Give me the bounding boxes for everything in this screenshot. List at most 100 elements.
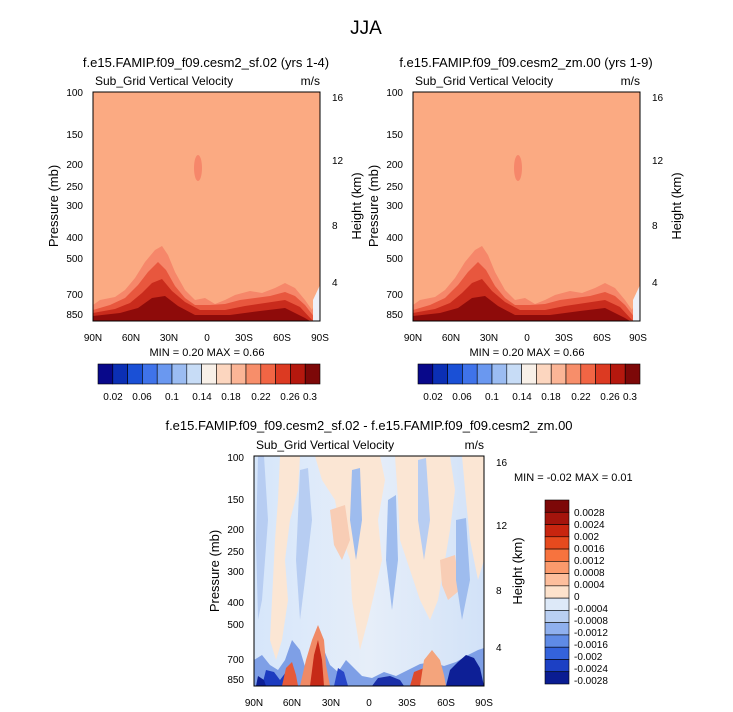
- p1-ytick-300: 300: [66, 201, 83, 212]
- p1-xtick-90s: 90S: [311, 333, 329, 344]
- panel-3-colorbar-labels: 0.0028 0.0024 0.002 0.0016 0.0012 0.0008…: [574, 508, 608, 687]
- p3-cb-label-7: 0: [574, 592, 580, 603]
- p3-cb-label-11: -0.0016: [574, 640, 608, 651]
- colorbar-swatch: [595, 363, 611, 385]
- p2-xtick-30n: 30N: [480, 333, 498, 344]
- p2-ytick-150: 150: [386, 130, 403, 141]
- p3-cb-label-12: -0.002: [574, 652, 603, 663]
- p2-ytick-700: 700: [386, 290, 403, 301]
- panel-2-units: m/s: [621, 74, 640, 88]
- colorbar-swatch: [476, 363, 493, 385]
- p1-xtick-60n: 60N: [122, 333, 140, 344]
- p2-y2tick-12: 12: [652, 156, 664, 167]
- colorbar-swatch: [447, 363, 463, 385]
- panel-2-title: f.e15.FAMIP.f09_f09.cesm2_zm.00 (yrs 1-9…: [399, 55, 652, 70]
- panel-3-field: [254, 456, 484, 686]
- p3-cb-label-1: 0.0024: [574, 520, 605, 531]
- p1-cb-label-7: 0.3: [303, 392, 317, 403]
- colorbar-swatch: [544, 634, 570, 648]
- panel-3-ylabel: Pressure (mb): [207, 530, 222, 612]
- colorbar-swatch: [544, 646, 570, 660]
- p2-cb-label-4: 0.18: [541, 392, 561, 403]
- colorbar-swatch: [565, 363, 582, 385]
- colorbar-swatch: [417, 363, 434, 385]
- panel-1-ylabel-right: Height (km): [349, 172, 364, 239]
- p3-ytick-100: 100: [227, 453, 244, 464]
- panel-2-colorbar-labels: 0.02 0.06 0.1 0.14 0.18 0.22 0.26 0.3: [423, 392, 637, 403]
- p2-ytick-250: 250: [386, 182, 403, 193]
- panel-3-ylabel-right: Height (km): [510, 537, 525, 604]
- p1-cb-label-0: 0.02: [103, 392, 123, 403]
- colorbar-swatch: [171, 363, 188, 385]
- p1-cb-label-5: 0.22: [251, 392, 271, 403]
- p2-cb-label-7: 0.3: [623, 392, 637, 403]
- p2-y2tick-16: 16: [652, 93, 664, 104]
- panel-1-colorbar-labels: 0.02 0.06 0.1 0.14 0.18 0.22 0.26 0.3: [103, 392, 317, 403]
- p3-ytick-850: 850: [227, 675, 244, 686]
- colorbar-swatch: [536, 363, 552, 385]
- panel-2-ylabel-right: Height (km): [669, 172, 684, 239]
- colorbar-swatch: [544, 585, 570, 599]
- p1-xtick-90n: 90N: [84, 333, 102, 344]
- panel-2-field: [413, 92, 640, 321]
- p3-cb-label-5: 0.0008: [574, 568, 605, 579]
- p1-y2tick-8: 8: [332, 221, 338, 232]
- panel-3-yticks: 100 150 200 250 300 400 500 700 850: [227, 453, 244, 686]
- colorbar-swatch: [580, 363, 596, 385]
- p2-cb-label-0: 0.02: [423, 392, 443, 403]
- panel-1-xticks: 90N 60N 30N 0 30S 60S 90S: [84, 333, 329, 344]
- panel-2: f.e15.FAMIP.f09_f09.cesm2_zm.00 (yrs 1-9…: [366, 55, 684, 403]
- p2-xtick-90n: 90N: [404, 333, 422, 344]
- p1-ytick-850: 850: [66, 310, 83, 321]
- panel-2-colorbar: 0.02 0.06 0.1 0.14 0.18 0.22 0.26 0.3: [417, 363, 641, 403]
- p1-cb-label-4: 0.18: [221, 392, 241, 403]
- p2-ytick-100: 100: [386, 88, 403, 99]
- panel-1-colorbar: 0.02 0.06 0.1 0.14 0.18 0.22 0.26 0.3: [97, 363, 321, 403]
- p1-ytick-500: 500: [66, 254, 83, 265]
- p3-cb-label-9: -0.0008: [574, 616, 608, 627]
- p2-xtick-60n: 60N: [442, 333, 460, 344]
- colorbar-swatch: [491, 363, 508, 385]
- panel-3-units: m/s: [465, 438, 484, 452]
- p3-xtick-30s: 30S: [398, 698, 416, 709]
- colorbar-swatch: [304, 363, 321, 385]
- panel-1-units: m/s: [301, 74, 320, 88]
- p1-ytick-200: 200: [66, 160, 83, 171]
- p1-cb-label-1: 0.06: [132, 392, 152, 403]
- p2-ytick-850: 850: [386, 310, 403, 321]
- colorbar-swatch: [230, 363, 247, 385]
- panel-1-yticks: 100 150 200 250 300 400 500 700 850: [66, 88, 83, 321]
- p3-cb-label-0: 0.0028: [574, 508, 605, 519]
- p1-ytick-700: 700: [66, 290, 83, 301]
- p3-cb-label-6: 0.0004: [574, 580, 605, 591]
- p3-cb-label-2: 0.002: [574, 532, 599, 543]
- panel-2-minmax: MIN = 0.20 MAX = 0.66: [470, 347, 585, 359]
- panel-1-subtitle: Sub_Grid Vertical Velocity: [95, 74, 233, 88]
- colorbar-swatch: [624, 363, 641, 385]
- p1-ytick-400: 400: [66, 233, 83, 244]
- colorbar-swatch: [97, 363, 114, 385]
- p1-y2tick-16: 16: [332, 93, 344, 104]
- p1-cb-label-3: 0.14: [192, 392, 212, 403]
- panel-1-minmax: MIN = 0.20 MAX = 0.66: [150, 347, 265, 359]
- p1-xtick-30n: 30N: [160, 333, 178, 344]
- panel-3-minmax: MIN = -0.02 MAX = 0.01: [514, 472, 633, 484]
- figure-title: JJA: [350, 18, 382, 39]
- p1-ytick-250: 250: [66, 182, 83, 193]
- p2-y2tick-8: 8: [652, 221, 658, 232]
- p2-ytick-200: 200: [386, 160, 403, 171]
- p1-cb-label-6: 0.26: [280, 392, 300, 403]
- p3-cb-label-14: -0.0028: [574, 676, 608, 687]
- p3-y2tick-12: 12: [496, 521, 508, 532]
- panel-2-xticks: 90N 60N 30N 0 30S 60S 90S: [404, 333, 647, 344]
- p3-xtick-60s: 60S: [437, 698, 455, 709]
- p1-ytick-100: 100: [66, 88, 83, 99]
- p3-cb-label-13: -0.0024: [574, 664, 608, 675]
- panel-1-title: f.e15.FAMIP.f09_f09.cesm2_sf.02 (yrs 1-4…: [83, 55, 329, 70]
- colorbar-swatch: [216, 363, 232, 385]
- p3-cb-label-10: -0.0012: [574, 628, 608, 639]
- colorbar-swatch: [544, 659, 570, 673]
- colorbar-swatch: [544, 671, 570, 685]
- panel-1-y2ticks: 16 12 8 4: [332, 93, 344, 289]
